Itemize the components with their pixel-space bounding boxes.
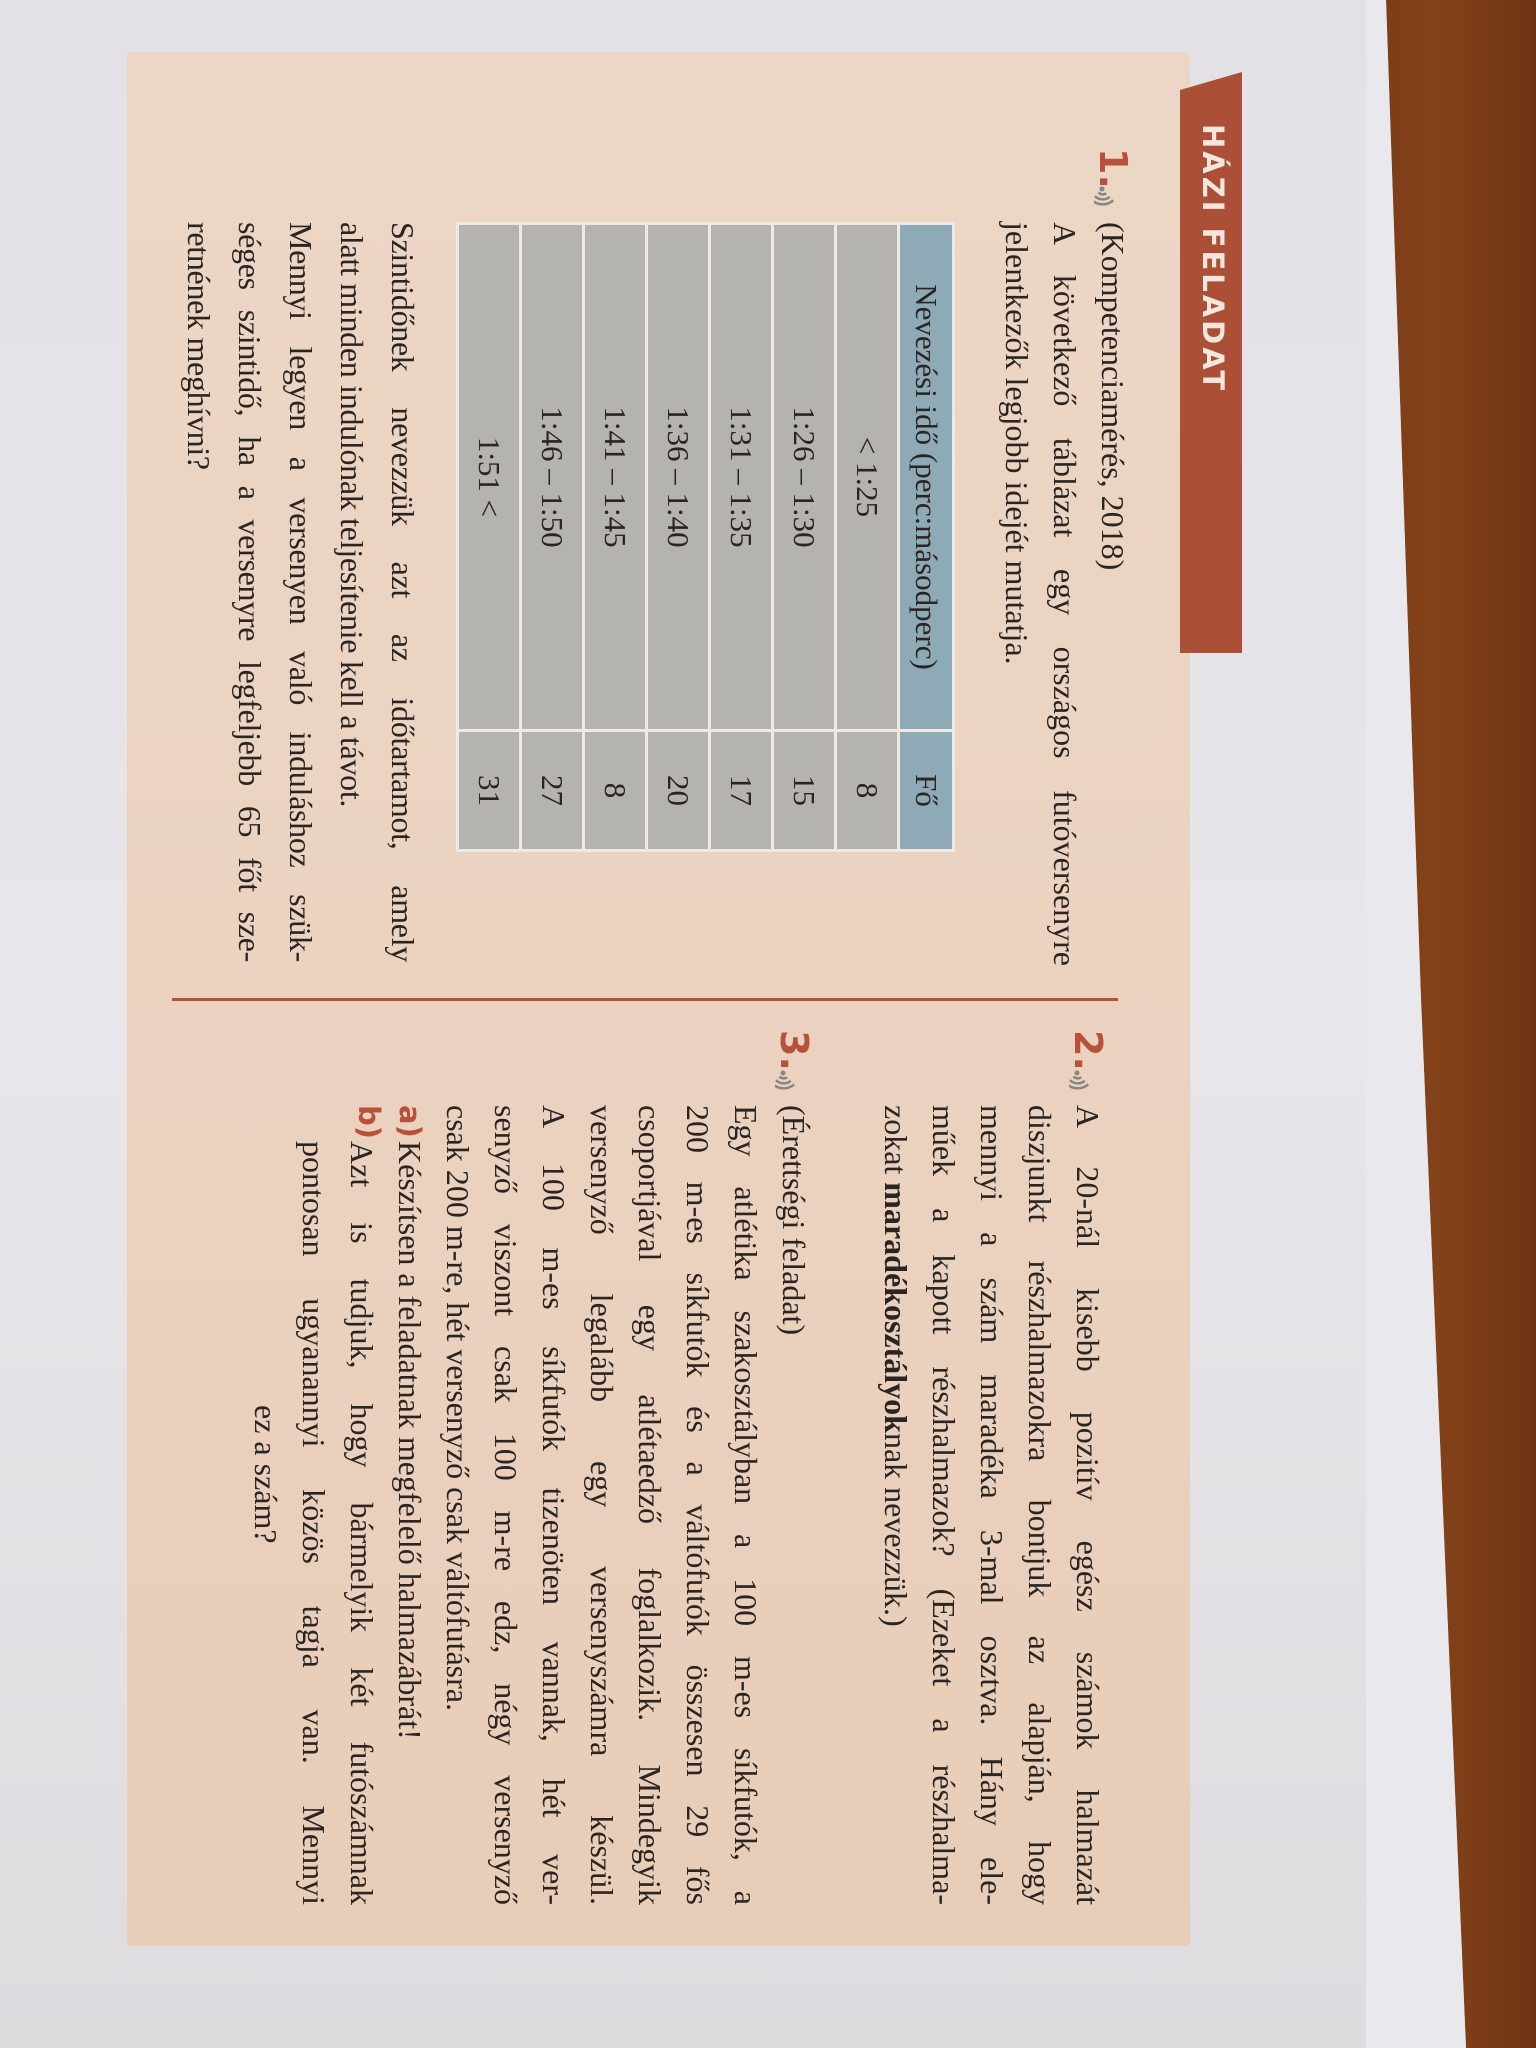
task3-subtask-b: b) Azt is tudjuk, hogy bármelyik két fut…: [242, 1105, 386, 1905]
task2-line: mennyi a szám maradéka 3-mal osztva. Hán…: [974, 1105, 1010, 1905]
count-cell: 20: [646, 730, 710, 851]
task-number-2: 2.: [1066, 1030, 1110, 1071]
count-cell: 8: [835, 730, 899, 851]
subtask-a-line: Készítsen a feladatnak megfelelő halmazá…: [392, 1141, 428, 1740]
table-row: 1:36 – 1:40 20: [646, 223, 710, 851]
text: zokat: [878, 1105, 914, 1183]
task3-subtask-a: a) Készítsen a feladatnak megfelelő halm…: [386, 1105, 434, 1905]
task-number-3: 3.: [772, 1030, 816, 1071]
table-row: 1:41 – 1:45 8: [583, 223, 647, 851]
count-cell: 17: [709, 730, 773, 851]
task3-line: A 100 m-es síkfutók tizenöten vannak, hé…: [536, 1105, 572, 1905]
task3-line: versenyző legalább egy versenyszámra kés…: [584, 1105, 620, 1905]
bold-term: maradékosztályok: [878, 1182, 914, 1433]
task3-line: csoportjával egy atlétaedző foglalkozik.…: [632, 1105, 668, 1905]
subtask-b-line: ez a szám?: [248, 1405, 284, 1544]
column-header-time: Nevezési idő (perc:másodperc): [898, 223, 954, 731]
task1-question-line: Szintidőnek nevezzük azt az időtartamot,…: [385, 222, 421, 962]
task3-source: (Érettségi feladat): [776, 1105, 812, 1336]
text: nak nevezzük.): [878, 1432, 914, 1627]
subtask-label-a: a): [393, 1105, 427, 1138]
table-header-row: Nevezési idő (perc:másodperc) Fő: [898, 223, 954, 851]
task1-question: Szintidőnek nevezzük azt az időtartamot,…: [173, 222, 428, 962]
table-row: 1:51 <31: [457, 223, 521, 851]
task3-line: csak 200 m-re, hét versenyző csak váltóf…: [440, 1105, 476, 1711]
section-title: HÁZI FELADAT: [1196, 124, 1230, 394]
sound-wave-icon: [775, 1070, 796, 1090]
task2-line: műek a kapott részhalmazok? (Ezeket a ré…: [926, 1105, 962, 1905]
column-header-count: Fő: [898, 730, 954, 851]
section-header-tab: HÁZI FELADAT: [1180, 72, 1242, 653]
count-cell: 8: [583, 730, 647, 851]
time-cell: 1:31 – 1:35: [709, 223, 773, 731]
time-cell: 1:46 – 1:50: [520, 223, 584, 731]
sound-wave-icon: [1069, 1070, 1090, 1090]
table-row: 1:26 – 1:30 15: [772, 223, 836, 851]
count-cell: 27: [520, 730, 584, 851]
time-cell: < 1:25: [835, 223, 899, 731]
task2-text: A 20-nál kisebb pozitív egész számok hal…: [872, 1105, 1112, 1905]
task1-intro-line: jelentkezők legjobb idejét mutatja.: [999, 222, 1035, 665]
task2-line: diszjunkt részhalmazokra bontjuk az alap…: [1022, 1105, 1058, 1905]
task3-line: 200 m-es síkfutók és a váltófutók összes…: [680, 1105, 716, 1905]
subtask-b-line: pontosan ugyanannyi közös tagja van. Men…: [296, 1141, 332, 1905]
subtask-b-line: Azt is tudjuk, hogy bármelyik két futósz…: [344, 1141, 380, 1905]
task1-intro-line: A következő táblázat egy országos futóve…: [1047, 222, 1083, 966]
time-cell: 1:51 <: [457, 223, 521, 731]
count-cell: 31: [457, 730, 521, 851]
entry-time-table: Nevezési idő (perc:másodperc) Fő < 1:25 8…: [456, 222, 955, 852]
task1-intro: (Kompetenciamérés, 2018) A következő táb…: [993, 222, 1137, 966]
time-cell: 1:36 – 1:40: [646, 223, 710, 731]
task3-line: Egy atlétika szakosztályban a 100 m-es s…: [728, 1105, 764, 1905]
task1-source: (Kompetenciamérés, 2018): [1095, 222, 1131, 571]
column-divider: [172, 998, 1118, 1001]
table-row: < 1:25 8: [835, 223, 899, 851]
sound-wave-icon: [1094, 186, 1115, 206]
task2-line: zokat maradékosztályoknak nevezzük.): [872, 1105, 920, 1905]
task-number-1: 1.: [1091, 148, 1135, 189]
task1-question-line: Mennyi legyen a versenyen való indulásho…: [283, 222, 319, 962]
task1-question-line: retnének meghívni?: [181, 222, 217, 470]
subtask-label-b: b): [352, 1105, 386, 1140]
table-row: 1:31 – 1:35 17: [709, 223, 773, 851]
time-cell: 1:41 – 1:45: [583, 223, 647, 731]
table-row: 1:46 – 1:50 27: [520, 223, 584, 851]
task3-text: (Érettségi feladat) Egy atlétika szakosz…: [242, 1105, 818, 1905]
task1-question-line: séges szintidő, ha a versenyre legfeljeb…: [232, 222, 268, 962]
task1-question-line: alatt minden indulónak teljesítenie kell…: [334, 222, 370, 808]
count-cell: 15: [772, 730, 836, 851]
task3-line: senyző viszont csak 100 m-re edz, négy v…: [488, 1105, 524, 1905]
task2-line: A 20-nál kisebb pozitív egész számok hal…: [1070, 1105, 1106, 1905]
time-cell: 1:26 – 1:30: [772, 223, 836, 731]
